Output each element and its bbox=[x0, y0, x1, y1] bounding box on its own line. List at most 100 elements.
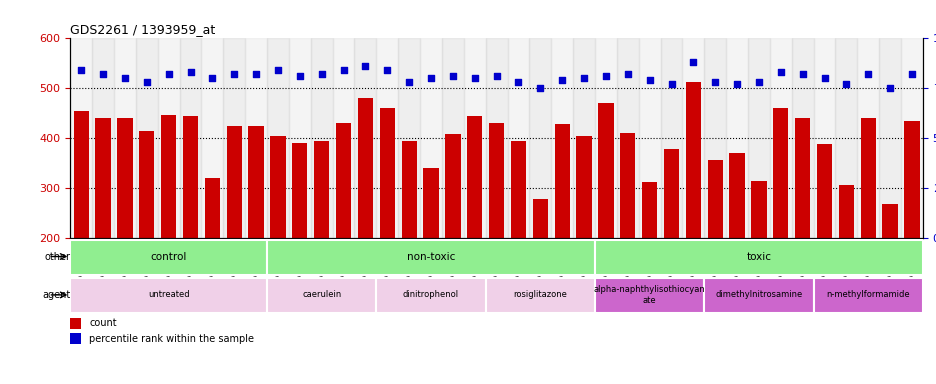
Point bbox=[467, 75, 482, 81]
Bar bbox=[641, 182, 656, 338]
Point bbox=[489, 73, 504, 79]
Point bbox=[795, 71, 810, 78]
Point bbox=[620, 71, 635, 78]
Bar bbox=[769, 38, 791, 238]
Bar bbox=[136, 38, 157, 238]
Bar bbox=[92, 38, 114, 238]
Bar bbox=[314, 141, 329, 338]
Bar bbox=[620, 133, 635, 338]
Bar bbox=[376, 278, 485, 313]
Point bbox=[882, 85, 897, 91]
Point bbox=[183, 69, 197, 75]
Bar bbox=[772, 108, 787, 338]
Bar bbox=[751, 180, 766, 338]
Bar bbox=[485, 38, 507, 238]
Bar bbox=[835, 38, 856, 238]
Bar bbox=[466, 116, 482, 338]
Point bbox=[729, 81, 744, 88]
Point bbox=[816, 75, 831, 81]
Point bbox=[358, 63, 373, 70]
Text: dimethylnitrosamine: dimethylnitrosamine bbox=[714, 290, 802, 300]
Bar bbox=[507, 38, 529, 238]
Text: untreated: untreated bbox=[148, 290, 189, 300]
Bar bbox=[442, 38, 463, 238]
Bar bbox=[529, 38, 550, 238]
Bar bbox=[725, 38, 747, 238]
Bar bbox=[354, 38, 376, 238]
Bar bbox=[463, 38, 485, 238]
Point bbox=[510, 79, 525, 85]
Bar bbox=[311, 38, 332, 238]
Point bbox=[685, 59, 700, 65]
Point bbox=[772, 69, 787, 75]
Text: count: count bbox=[89, 318, 117, 328]
Bar bbox=[859, 118, 875, 338]
Bar bbox=[681, 38, 704, 238]
Bar bbox=[270, 136, 285, 338]
Bar bbox=[379, 108, 394, 338]
Bar bbox=[704, 38, 725, 238]
Text: caerulein: caerulein bbox=[301, 290, 341, 300]
Bar bbox=[747, 38, 769, 238]
Bar bbox=[663, 149, 679, 338]
Text: agent: agent bbox=[42, 290, 70, 300]
Bar bbox=[358, 98, 373, 338]
Point bbox=[576, 75, 591, 81]
Bar bbox=[332, 38, 354, 238]
Text: GDS2261 / 1393959_at: GDS2261 / 1393959_at bbox=[70, 23, 215, 36]
Bar bbox=[245, 38, 267, 238]
Point bbox=[379, 67, 394, 73]
Point bbox=[903, 71, 918, 78]
Point bbox=[139, 79, 154, 85]
Point bbox=[664, 81, 679, 88]
Bar bbox=[114, 38, 136, 238]
Point bbox=[271, 67, 285, 73]
Bar bbox=[594, 278, 704, 313]
Text: percentile rank within the sample: percentile rank within the sample bbox=[89, 334, 254, 344]
Bar bbox=[183, 116, 198, 338]
Bar bbox=[616, 38, 638, 238]
Bar bbox=[685, 82, 700, 338]
Bar bbox=[70, 240, 267, 275]
Bar bbox=[791, 38, 812, 238]
Bar bbox=[201, 38, 223, 238]
Point bbox=[598, 73, 613, 79]
Bar bbox=[248, 126, 263, 338]
Bar bbox=[180, 38, 201, 238]
Bar bbox=[204, 178, 220, 338]
Bar bbox=[227, 126, 241, 338]
Bar bbox=[95, 118, 110, 338]
Bar bbox=[812, 278, 922, 313]
Bar bbox=[335, 123, 351, 338]
Bar bbox=[267, 38, 288, 238]
Bar bbox=[838, 185, 853, 338]
Bar bbox=[139, 131, 154, 338]
Bar bbox=[223, 38, 245, 238]
Bar bbox=[398, 38, 419, 238]
Text: toxic: toxic bbox=[746, 252, 770, 262]
Point bbox=[554, 77, 569, 83]
Point bbox=[402, 79, 417, 85]
Bar bbox=[707, 160, 722, 338]
Point bbox=[292, 73, 307, 79]
Bar bbox=[288, 38, 311, 238]
Bar bbox=[573, 38, 594, 238]
Text: n-methylformamide: n-methylformamide bbox=[826, 290, 909, 300]
Point bbox=[641, 77, 656, 83]
Point bbox=[314, 71, 329, 78]
Bar bbox=[554, 124, 569, 338]
Bar bbox=[117, 118, 133, 338]
Point bbox=[74, 67, 89, 73]
Bar bbox=[597, 103, 613, 338]
Text: other: other bbox=[44, 252, 70, 262]
Point bbox=[205, 75, 220, 81]
Point bbox=[838, 81, 853, 88]
Point bbox=[336, 67, 351, 73]
Bar bbox=[510, 141, 525, 338]
Point bbox=[95, 71, 110, 78]
Bar bbox=[70, 333, 80, 344]
Bar bbox=[704, 278, 812, 313]
Bar bbox=[900, 38, 922, 238]
Bar bbox=[576, 136, 591, 338]
Point bbox=[533, 85, 548, 91]
